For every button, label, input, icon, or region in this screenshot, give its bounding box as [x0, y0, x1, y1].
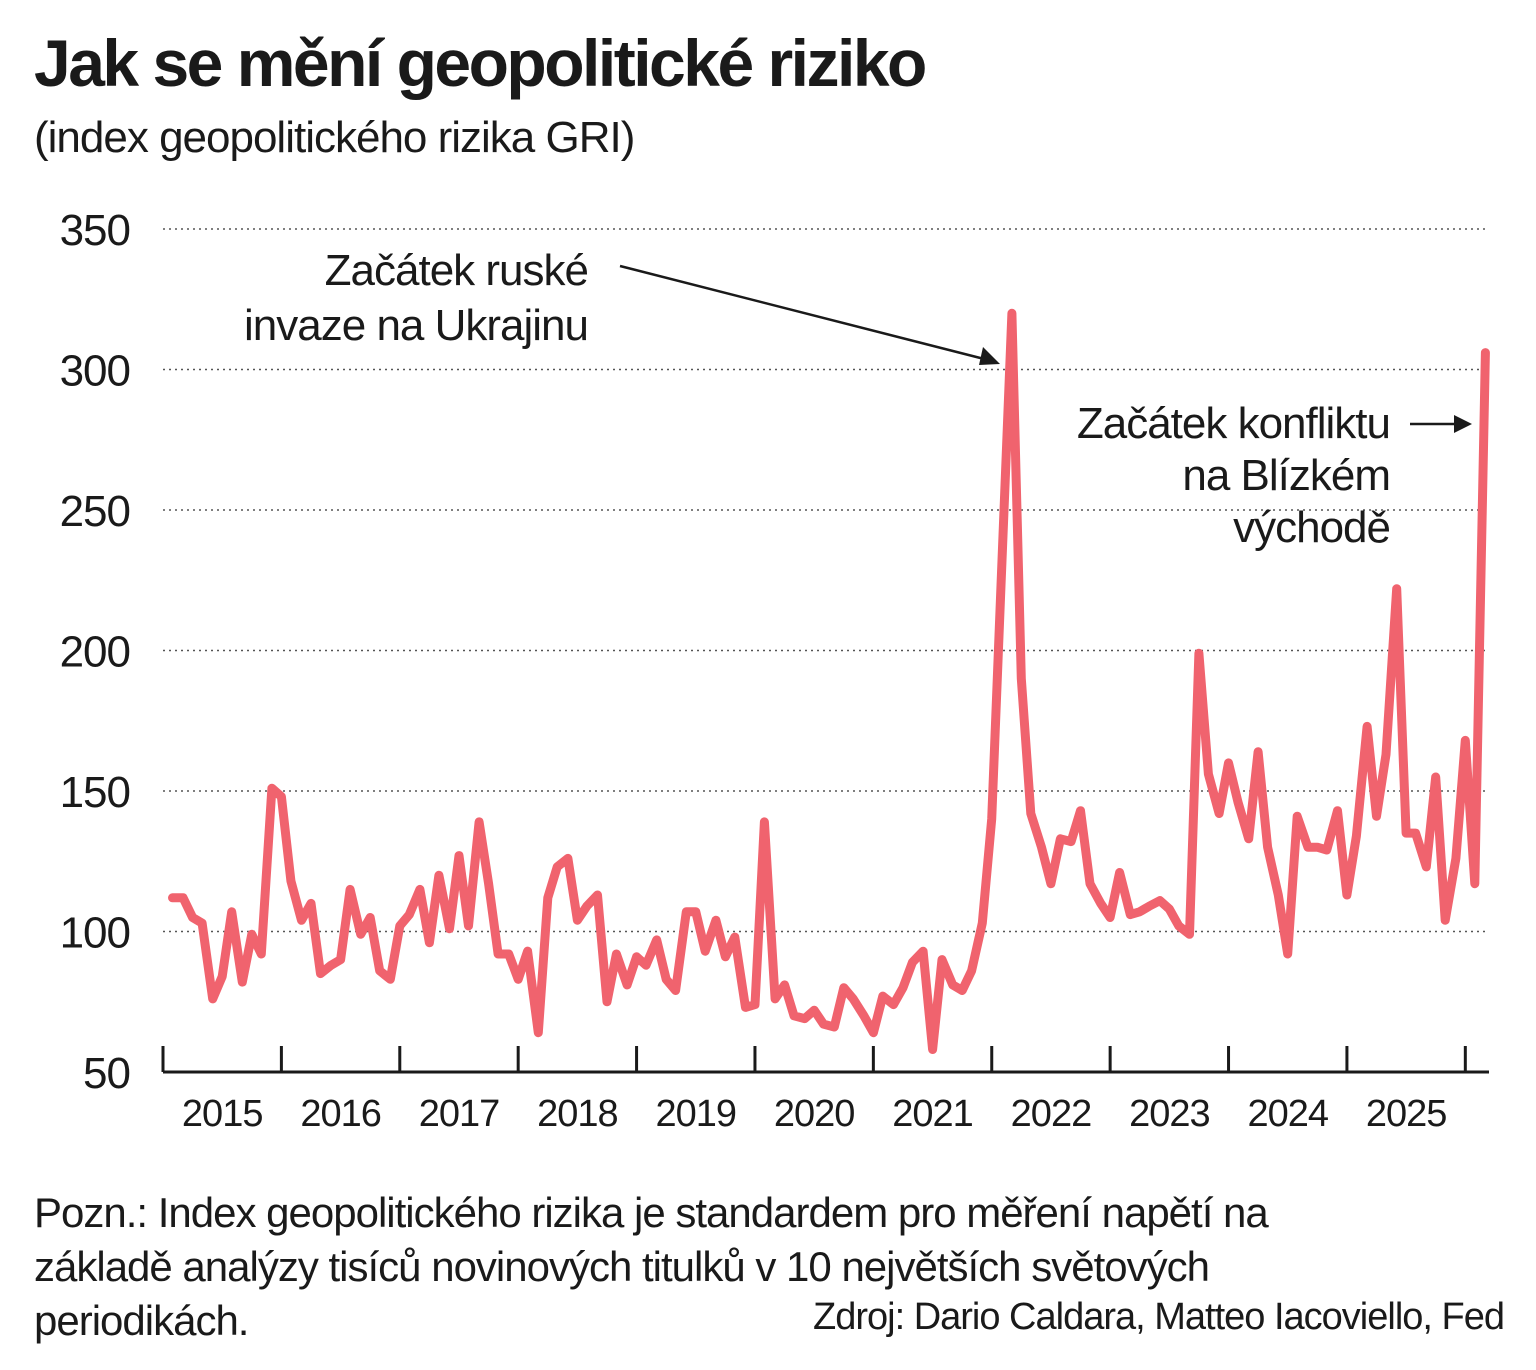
annotation-middle-east-arrow-head	[1454, 415, 1472, 433]
y-tick-label-350: 350	[60, 206, 130, 255]
x-tick-label-2018: 2018	[537, 1093, 618, 1135]
gri-series-line	[168, 308, 1490, 1054]
x-tick-label-2025: 2025	[1366, 1093, 1447, 1135]
y-tick-label-100: 100	[60, 909, 130, 958]
x-tick-label-2024: 2024	[1247, 1093, 1328, 1135]
y-axis-tick-labels: 50 100 150 200 250 300 350	[60, 206, 131, 1098]
x-axis	[161, 1046, 1489, 1074]
x-tick-label-2016: 2016	[300, 1093, 381, 1135]
footnote: Pozn.: Index geopolitického rizika je st…	[34, 1189, 1269, 1344]
annotation-ukraine-arrow-head	[979, 347, 1000, 365]
x-tick-label-2019: 2019	[655, 1093, 736, 1135]
chart-subtitle: (index geopolitického rizika GRI)	[34, 113, 635, 162]
chart-title: Jak se mění geopolitické riziko	[34, 26, 927, 100]
annotation-middle-east: Začátek konfliktu na Blízkém východě	[1077, 399, 1472, 552]
gridlines	[163, 228, 1489, 933]
x-tick-label-2015: 2015	[182, 1093, 263, 1135]
y-tick-label-50: 50	[83, 1049, 130, 1098]
x-tick-label-2022: 2022	[1011, 1093, 1092, 1135]
x-tick-label-2023: 2023	[1129, 1093, 1210, 1135]
annotation-ukraine-line2: invaze na Ukrajinu	[244, 301, 588, 350]
annotation-ukraine-line1: Začátek ruské	[325, 246, 588, 295]
y-tick-label-250: 250	[60, 487, 130, 536]
annotation-ukraine-arrow-line	[619, 264, 997, 364]
x-tick-label-2017: 2017	[419, 1093, 500, 1135]
annotation-middle-east-line3: východě	[1233, 503, 1390, 552]
annotation-middle-east-line2: na Blízkém	[1182, 451, 1390, 500]
source-credit: Zdroj: Dario Caldara, Matteo Iacoviello,…	[813, 1296, 1505, 1338]
y-tick-label-150: 150	[60, 768, 130, 817]
annotation-middle-east-line1: Začátek konfliktu	[1077, 399, 1390, 448]
y-tick-label-300: 300	[60, 347, 130, 396]
x-axis-tick-labels: 2015 2016 2017 2018 2019 2020 2021 2022 2023 2024…	[182, 1093, 1447, 1135]
x-tick-label-2020: 2020	[774, 1093, 855, 1135]
y-tick-label-200: 200	[60, 628, 130, 677]
annotation-ukraine: Začátek ruské invaze na Ukrajinu	[244, 246, 1000, 365]
x-tick-label-2021: 2021	[892, 1093, 973, 1135]
